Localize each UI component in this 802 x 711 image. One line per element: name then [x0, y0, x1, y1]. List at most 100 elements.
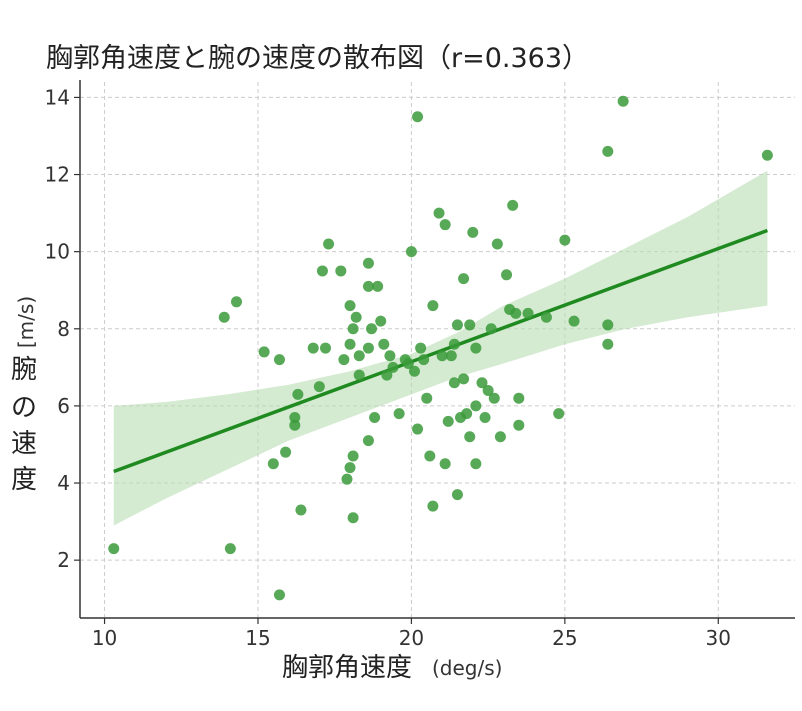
data-point: [540, 311, 552, 323]
chart-title: 胸郭角速度と腕の速度の散布図（r=0.363）: [46, 43, 590, 74]
data-point: [366, 323, 378, 335]
data-point: [347, 512, 359, 524]
data-point: [513, 392, 525, 404]
data-points: [108, 95, 773, 601]
data-point: [553, 408, 565, 420]
data-point: [488, 392, 500, 404]
data-point: [344, 300, 356, 312]
data-point: [338, 354, 350, 366]
y-ticks: 2 4 6 8 10 12 14: [45, 85, 80, 572]
data-point: [350, 311, 362, 323]
data-point: [494, 431, 506, 443]
data-point: [344, 462, 356, 474]
data-point: [761, 149, 773, 161]
data-point: [476, 377, 488, 389]
data-point: [424, 450, 436, 462]
x-axis-label: 胸郭角速度: [282, 653, 412, 683]
data-point: [362, 435, 374, 447]
data-point: [384, 350, 396, 362]
data-point: [369, 411, 381, 423]
grid: [80, 82, 795, 618]
data-point: [522, 307, 534, 319]
data-point: [313, 381, 325, 393]
data-point: [224, 543, 236, 555]
data-point: [513, 419, 525, 431]
data-point: [307, 342, 319, 354]
x-tick-label: 10: [92, 626, 117, 650]
data-point: [617, 95, 629, 107]
data-point: [344, 338, 356, 350]
data-point: [335, 265, 347, 277]
data-point: [458, 273, 470, 285]
data-point: [464, 431, 476, 443]
data-point: [378, 338, 390, 350]
data-point: [353, 369, 365, 381]
data-point: [289, 411, 301, 423]
data-point: [445, 350, 457, 362]
data-point: [375, 315, 387, 327]
x-tick-label: 15: [245, 626, 270, 650]
y-axis-label-char: の: [11, 393, 37, 423]
data-point: [458, 373, 470, 385]
data-point: [467, 226, 479, 238]
data-point: [479, 411, 491, 423]
data-point: [412, 423, 424, 435]
y-axis-label-char: 速: [11, 429, 37, 459]
data-point: [451, 489, 463, 501]
data-point: [439, 219, 451, 231]
x-tick-label: 20: [399, 626, 424, 650]
data-point: [412, 111, 424, 123]
y-axis-label-char: 度: [11, 465, 37, 495]
data-point: [341, 473, 353, 485]
data-point: [510, 307, 522, 319]
data-point: [602, 338, 614, 350]
y-tick-label: 14: [45, 85, 70, 109]
data-point: [258, 346, 270, 358]
data-point: [559, 234, 571, 246]
data-point: [427, 300, 439, 312]
data-point: [267, 458, 279, 470]
y-tick-label: 6: [57, 394, 70, 418]
data-point: [491, 238, 503, 250]
data-point: [108, 543, 120, 555]
data-point: [353, 350, 365, 362]
data-point: [347, 450, 359, 462]
data-point: [442, 415, 454, 427]
data-point: [393, 408, 405, 420]
data-point: [347, 323, 359, 335]
data-point: [439, 458, 451, 470]
x-tick-label: 30: [706, 626, 731, 650]
data-point: [231, 296, 243, 308]
data-point: [319, 342, 331, 354]
data-point: [470, 342, 482, 354]
data-point: [436, 350, 448, 362]
data-point: [464, 319, 476, 331]
data-point: [501, 269, 513, 281]
data-point: [316, 265, 328, 277]
data-point: [289, 419, 301, 431]
data-point: [451, 319, 463, 331]
data-point: [427, 500, 439, 512]
data-point: [362, 280, 374, 292]
y-axis-unit: [m/s): [14, 296, 38, 348]
confidence-band: [113, 170, 768, 526]
data-point: [568, 315, 580, 327]
data-point: [485, 323, 497, 335]
data-point: [295, 504, 307, 516]
x-tick-label: 25: [552, 626, 577, 650]
data-point: [433, 207, 445, 219]
data-point: [421, 392, 433, 404]
x-axis-unit: (deg/s): [432, 656, 502, 680]
data-point: [470, 458, 482, 470]
data-point: [218, 311, 230, 323]
data-point: [387, 361, 399, 373]
data-point: [372, 280, 384, 292]
data-point: [381, 369, 393, 381]
data-point: [292, 388, 304, 400]
data-point: [402, 357, 414, 369]
y-tick-label: 2: [57, 548, 70, 572]
data-point: [602, 319, 614, 331]
data-point: [482, 384, 494, 396]
data-point: [418, 354, 430, 366]
